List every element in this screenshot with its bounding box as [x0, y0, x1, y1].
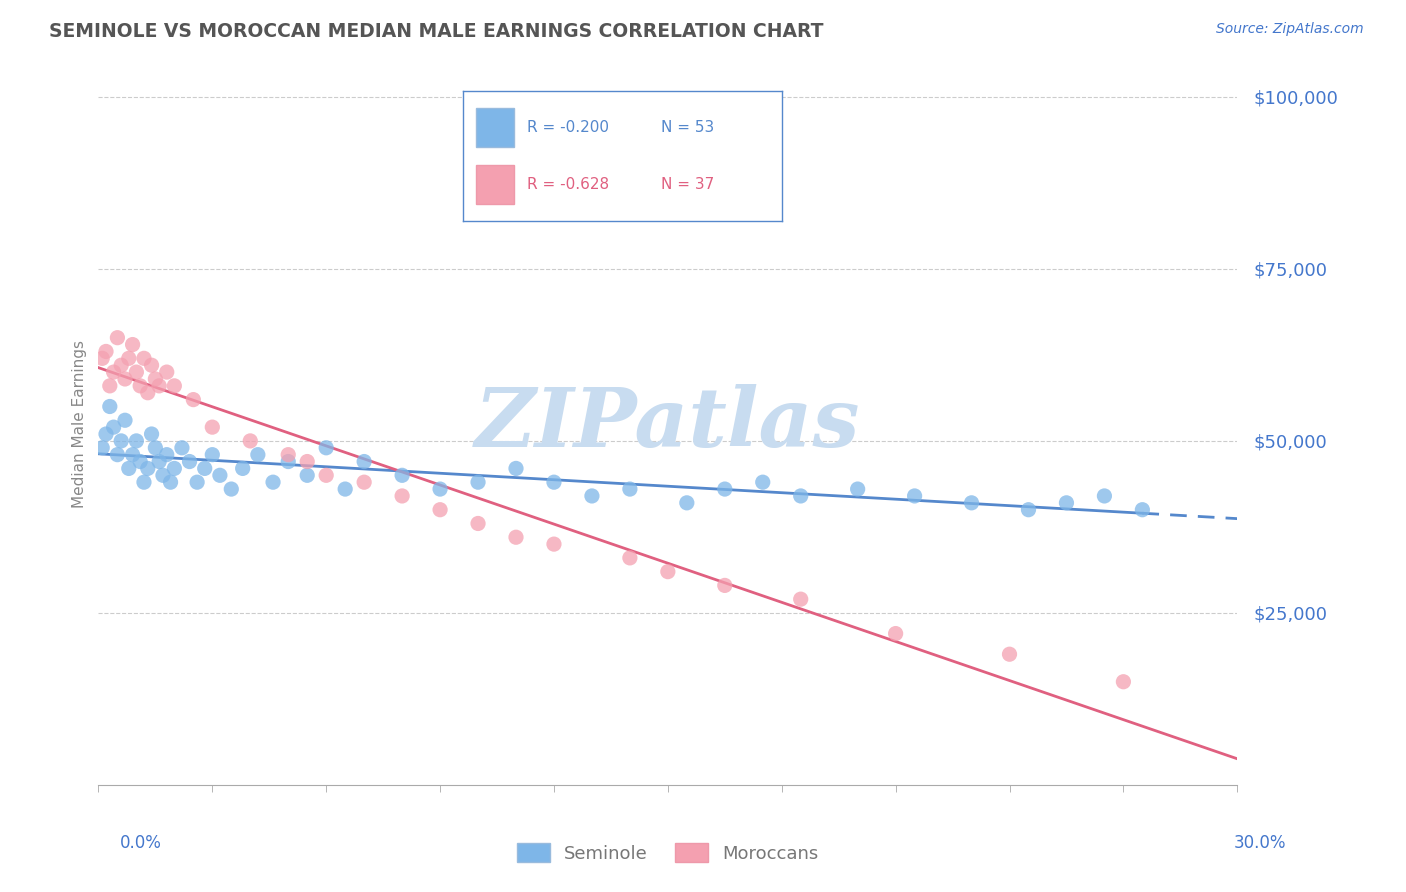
Point: [208, 468, 231, 483]
Point: [429, 482, 451, 496]
Point: [221, 482, 243, 496]
Point: [118, 351, 141, 366]
Point: [145, 372, 167, 386]
Point: [121, 448, 143, 462]
Point: [505, 461, 527, 475]
Point: [107, 448, 129, 462]
Point: [129, 454, 152, 468]
Point: [1056, 496, 1078, 510]
Point: [103, 420, 125, 434]
Point: [163, 461, 186, 475]
Point: [790, 592, 813, 607]
Point: [136, 461, 159, 475]
Point: [714, 482, 737, 496]
Point: [156, 448, 179, 462]
Point: [315, 441, 337, 455]
Point: [186, 475, 208, 490]
Point: [132, 475, 155, 490]
Point: [714, 578, 737, 592]
Point: [183, 392, 205, 407]
Text: 0.0%: 0.0%: [120, 834, 162, 852]
Point: [884, 626, 907, 640]
Point: [505, 530, 527, 544]
Point: [790, 489, 813, 503]
Point: [904, 489, 927, 503]
Point: [94, 344, 117, 359]
Point: [98, 400, 121, 414]
Point: [194, 461, 217, 475]
Point: [391, 489, 413, 503]
Point: [148, 454, 170, 468]
Point: [246, 448, 269, 462]
Point: [676, 496, 699, 510]
Point: [201, 420, 224, 434]
Point: [353, 454, 375, 468]
Point: [129, 379, 152, 393]
Point: [125, 434, 148, 448]
Point: [159, 475, 181, 490]
Point: [201, 448, 224, 462]
Point: [429, 502, 451, 516]
Point: [467, 516, 489, 531]
Point: [232, 461, 254, 475]
Point: [619, 482, 641, 496]
Point: [94, 427, 117, 442]
Point: [118, 461, 141, 475]
Point: [297, 468, 319, 483]
Point: [1112, 674, 1135, 689]
Point: [1094, 489, 1116, 503]
Point: [132, 351, 155, 366]
Point: [156, 365, 179, 379]
Point: [145, 441, 167, 455]
Point: [110, 434, 132, 448]
Point: [239, 434, 262, 448]
Point: [141, 358, 163, 372]
Point: [315, 468, 337, 483]
Point: [152, 468, 174, 483]
Point: [353, 475, 375, 490]
Point: [581, 489, 603, 503]
Point: [960, 496, 983, 510]
Point: [110, 358, 132, 372]
Point: [163, 379, 186, 393]
Point: [91, 351, 114, 366]
Point: [998, 647, 1021, 661]
Point: [335, 482, 357, 496]
Text: 30.0%: 30.0%: [1234, 834, 1286, 852]
Point: [1132, 502, 1154, 516]
Text: Source: ZipAtlas.com: Source: ZipAtlas.com: [1216, 22, 1364, 37]
Point: [543, 537, 565, 551]
Legend: Seminole, Moroccans: Seminole, Moroccans: [510, 836, 825, 870]
Point: [277, 448, 299, 462]
Point: [103, 365, 125, 379]
Point: [98, 379, 121, 393]
Point: [1018, 502, 1040, 516]
Point: [91, 441, 114, 455]
Point: [121, 337, 143, 351]
Point: [846, 482, 869, 496]
Point: [619, 550, 641, 565]
Point: [114, 413, 136, 427]
Point: [148, 379, 170, 393]
Point: [114, 372, 136, 386]
Text: SEMINOLE VS MOROCCAN MEDIAN MALE EARNINGS CORRELATION CHART: SEMINOLE VS MOROCCAN MEDIAN MALE EARNING…: [49, 22, 824, 41]
Point: [467, 475, 489, 490]
Point: [262, 475, 284, 490]
Point: [657, 565, 679, 579]
Point: [170, 441, 193, 455]
Point: [125, 365, 148, 379]
Point: [752, 475, 775, 490]
Y-axis label: Median Male Earnings: Median Male Earnings: [72, 340, 87, 508]
Text: ZIPatlas: ZIPatlas: [475, 384, 860, 464]
Point: [136, 385, 159, 400]
Point: [179, 454, 201, 468]
Point: [277, 454, 299, 468]
Point: [141, 427, 163, 442]
Point: [107, 331, 129, 345]
Point: [543, 475, 565, 490]
Point: [391, 468, 413, 483]
Point: [297, 454, 319, 468]
